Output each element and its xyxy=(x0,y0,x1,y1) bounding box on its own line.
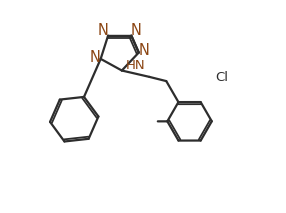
Text: N: N xyxy=(139,43,150,58)
Text: Cl: Cl xyxy=(215,71,228,84)
Text: N: N xyxy=(90,50,101,65)
Text: N: N xyxy=(98,23,109,39)
Text: N: N xyxy=(131,23,142,39)
Text: HN: HN xyxy=(126,59,145,72)
